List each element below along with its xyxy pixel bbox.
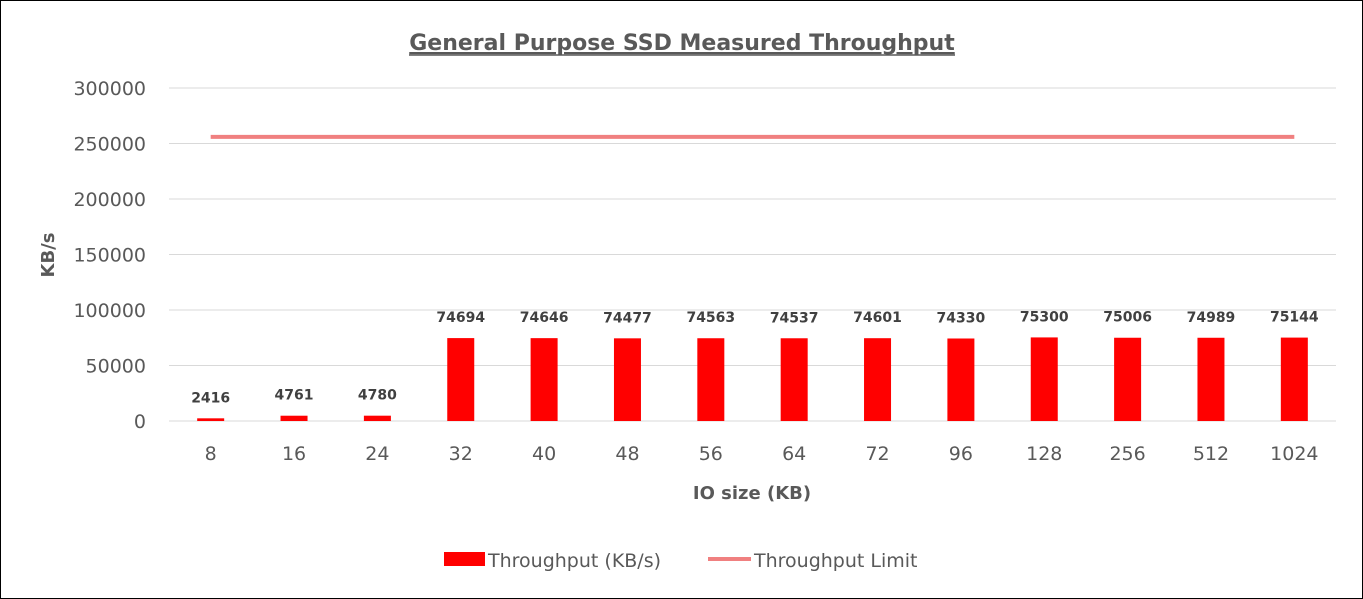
- y-axis-ticks: 0 50000 100000 150000 200000 250000 300000: [73, 78, 146, 433]
- bar: [947, 338, 975, 421]
- bar: [363, 415, 391, 421]
- bar: [780, 338, 808, 421]
- bar: [280, 415, 308, 421]
- bar: [864, 338, 892, 421]
- legend: Throughput (KB/s) Throughput Limit: [444, 550, 918, 572]
- bar: [1280, 337, 1308, 421]
- bar: [697, 338, 725, 421]
- x-tick-label: 48: [615, 443, 639, 465]
- bar: [197, 418, 225, 421]
- legend-label-throughput: Throughput (KB/s): [487, 550, 661, 572]
- x-tick-label: 8: [205, 443, 217, 465]
- y-tick-label: 100000: [73, 300, 146, 322]
- y-tick-label: 50000: [86, 356, 146, 378]
- x-tick-label: 256: [1109, 443, 1145, 465]
- y-tick-label: 200000: [73, 189, 146, 211]
- x-tick-label: 96: [949, 443, 973, 465]
- bar: [1197, 337, 1225, 421]
- bar: [447, 338, 475, 421]
- x-tick-label: 72: [865, 443, 889, 465]
- data-label: 74330: [937, 310, 986, 326]
- data-labels: 2416 4761 4780 74694 74646 74477 74563 74537 746…: [191, 309, 1319, 406]
- data-label: 4780: [358, 388, 397, 404]
- x-tick-label: 32: [449, 443, 473, 465]
- data-label: 74537: [770, 310, 819, 326]
- data-label: 2416: [191, 390, 230, 406]
- bar: [1030, 337, 1058, 421]
- data-label: 74601: [853, 310, 902, 326]
- legend-swatch-throughput: [444, 552, 485, 566]
- bar: [1114, 337, 1142, 421]
- y-tick-label: 250000: [73, 134, 146, 156]
- x-tick-label: 64: [782, 443, 806, 465]
- legend-label-limit: Throughput Limit: [753, 550, 918, 572]
- data-label: 74989: [1187, 310, 1236, 326]
- x-tick-label: 40: [532, 443, 556, 465]
- y-tick-label: 300000: [73, 78, 146, 100]
- gridlines: [169, 87, 1336, 422]
- bar: [530, 338, 558, 421]
- x-tick-label: 128: [1026, 443, 1062, 465]
- x-axis-title: IO size (KB): [693, 483, 811, 504]
- x-tick-label: 512: [1193, 443, 1229, 465]
- x-tick-label: 56: [699, 443, 723, 465]
- data-label: 75144: [1270, 310, 1319, 326]
- data-label: 75300: [1020, 309, 1069, 325]
- bars: [197, 337, 1308, 421]
- y-tick-label: 0: [134, 411, 146, 433]
- y-tick-label: 150000: [73, 245, 146, 267]
- data-label: 74646: [520, 310, 569, 326]
- bar: [613, 338, 641, 421]
- x-tick-label: 16: [282, 443, 306, 465]
- data-label: 75006: [1103, 310, 1152, 326]
- x-tick-label: 1024: [1270, 443, 1318, 465]
- x-axis-ticks: 8 16 24 32 40 48 56 64 72 96 128 256 512 1024: [205, 443, 1319, 465]
- chart-title: General Purpose SSD Measured Throughput: [409, 31, 955, 56]
- data-label: 74563: [686, 310, 735, 326]
- x-tick-label: 24: [365, 443, 389, 465]
- data-label: 4761: [275, 388, 314, 404]
- y-axis-title: KB/s: [38, 233, 59, 278]
- data-label: 74694: [436, 310, 485, 326]
- data-label: 74477: [603, 310, 652, 326]
